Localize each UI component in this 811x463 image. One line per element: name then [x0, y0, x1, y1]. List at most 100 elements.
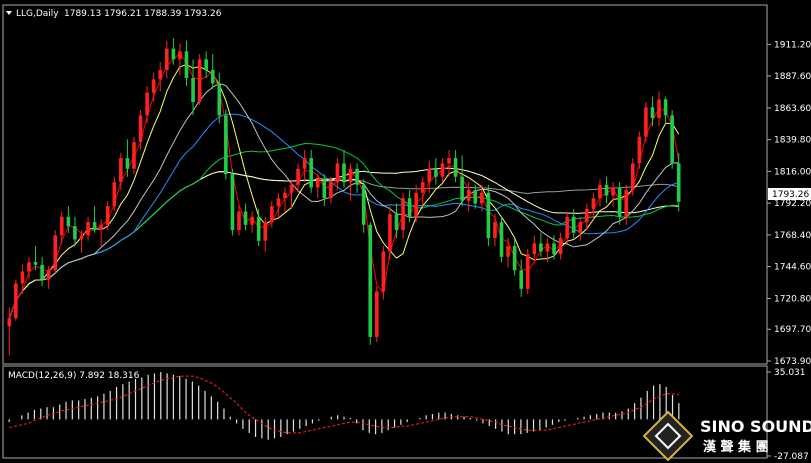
candle-body: [480, 192, 484, 204]
candle-body: [598, 184, 602, 199]
candle-body: [539, 243, 543, 252]
logo-chinese: 漢 聲 集 團: [703, 439, 769, 455]
candle-body: [33, 262, 38, 265]
candle-body: [86, 222, 90, 236]
price-tick-label: 1744.60: [774, 263, 811, 273]
ma20-line: [8, 82, 679, 319]
price-tick-label: 1816.00: [774, 167, 811, 177]
candle-body: [427, 168, 432, 183]
macd-tick-label: -27.087: [774, 452, 809, 462]
candle-body: [197, 59, 202, 103]
candle-body: [296, 168, 300, 185]
candle-body: [14, 283, 18, 319]
candle-body: [92, 222, 97, 231]
collapse-triangle-icon[interactable]: [6, 11, 12, 15]
price-tick-label: 1792.20: [774, 199, 811, 209]
candle-body: [53, 235, 58, 271]
candle-body: [473, 190, 478, 204]
candle-body: [519, 270, 524, 289]
logo-diamond-icon: [642, 410, 694, 462]
candle-body: [329, 182, 333, 199]
candle-body: [27, 262, 31, 272]
candle-body: [565, 216, 569, 239]
candle-body: [486, 192, 491, 239]
ohlc-header: 1789.13 1796.21 1788.39 1793.26: [64, 9, 222, 19]
candle-body: [191, 78, 195, 103]
candles: [7, 38, 681, 356]
candle-body: [171, 48, 176, 60]
sino-sound-logo: SINO SOUND 漢 聲 集 團: [642, 410, 811, 462]
candle-body: [204, 59, 208, 71]
price-tick-label: 1863.60: [774, 104, 811, 114]
candle-body: [335, 163, 340, 183]
candle-body: [394, 214, 399, 231]
candle-body: [138, 115, 143, 143]
chart-title-group: LLG,Daily 1789.13 1796.21 1788.39 1793.2…: [6, 9, 222, 19]
candle-body: [420, 182, 425, 193]
price-tick-label: 1887.60: [774, 72, 811, 82]
price-tick-label: 1673.90: [774, 357, 811, 367]
candle-body: [611, 187, 615, 196]
candle-body: [105, 206, 110, 225]
candle-body: [7, 318, 12, 327]
candle-body: [283, 192, 287, 199]
candle-body: [184, 51, 189, 79]
price-tick-label: 1911.20: [774, 40, 811, 50]
candle-body: [158, 70, 163, 80]
price-tick-label: 1768.40: [774, 231, 811, 241]
candle-body: [578, 222, 583, 233]
macd-tick-label: 35.031: [774, 368, 806, 378]
candle-body: [322, 179, 327, 199]
candle-body: [125, 158, 130, 169]
last-price-label: 1793.26: [772, 190, 809, 200]
candle-body: [453, 158, 458, 177]
candle-body: [381, 251, 386, 292]
candle-body: [256, 216, 261, 241]
candle-body: [663, 99, 668, 116]
candle-body: [73, 226, 77, 240]
candle-body: [670, 115, 674, 164]
candle-body: [132, 142, 136, 169]
candle-body: [217, 83, 222, 116]
candle-body: [355, 168, 359, 185]
candle-body: [243, 211, 248, 225]
candle-body: [388, 214, 392, 252]
candle-body: [289, 184, 294, 193]
candle-body: [40, 264, 44, 280]
candle-body: [624, 190, 629, 217]
macd-label: MACD(12,26,9) 7.892 18.316: [8, 371, 140, 381]
candle-body: [401, 198, 405, 231]
candle-body: [342, 163, 346, 183]
candle-body: [145, 92, 149, 116]
candle-body: [276, 198, 281, 207]
candle-body: [499, 222, 504, 257]
candle-body: [637, 136, 642, 164]
last-price-tag: 1793.26: [768, 188, 811, 200]
candle-body: [657, 99, 661, 119]
candle-body: [604, 184, 609, 196]
candle-body: [466, 190, 471, 201]
candle-body: [224, 115, 228, 175]
candle-body: [210, 70, 215, 84]
candle-body: [525, 254, 530, 289]
candle-body: [237, 211, 241, 231]
candle-body: [617, 187, 622, 217]
chart-title: LLG,Daily: [16, 9, 59, 19]
candle-body: [263, 222, 268, 241]
candle-body: [571, 216, 576, 233]
candle-body: [506, 246, 510, 257]
candle-body: [178, 51, 182, 60]
candle-body: [164, 48, 169, 71]
candle-body: [650, 107, 655, 119]
last-price-box: [768, 188, 811, 200]
candle-body: [375, 291, 379, 337]
candle-body: [230, 174, 235, 231]
candle-body: [368, 224, 373, 337]
candle-body: [591, 198, 596, 209]
candle-body: [434, 168, 438, 177]
candle-body: [585, 208, 589, 223]
candle-body: [414, 192, 418, 217]
price-axis: 1911.20 1887.60 1863.60 1839.80 1816.00 1792.…: [767, 40, 811, 367]
